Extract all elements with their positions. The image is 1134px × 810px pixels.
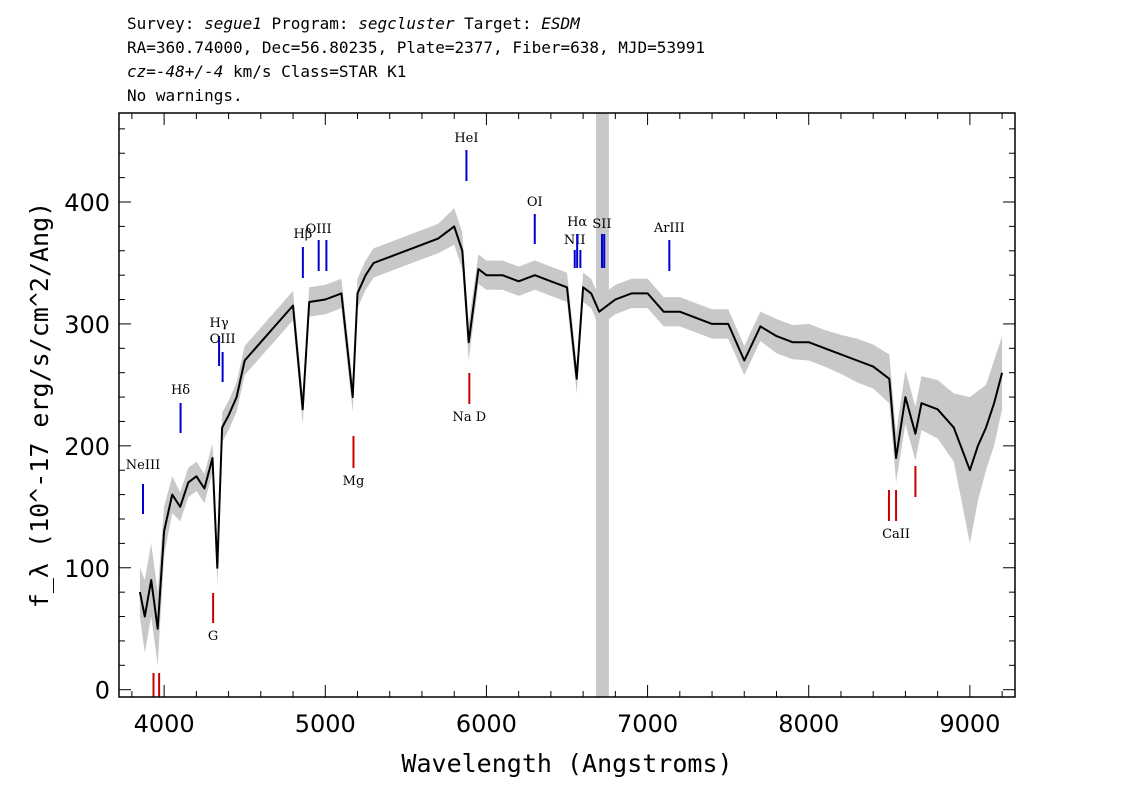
emission-line-label: SII [592,217,611,232]
flux-line-layer [138,225,1004,630]
x-tick-label: 5000 [295,710,356,738]
y-tick-label: 400 [64,189,110,217]
y-tick-label: 100 [64,555,110,583]
survey-name: segue1 [204,14,262,33]
y-tick-label: 200 [64,433,110,461]
emission-line-label: ArIII [653,221,685,236]
emission-line-label: OI [527,195,543,210]
spectrum-header: Survey: segue1 Program: segcluster Targe… [127,12,705,108]
absorption-line-label: CaII [882,527,910,542]
emission-line-label: Hγ [210,316,229,331]
warnings-line: No warnings. [127,86,243,105]
y-tick-label: 300 [64,311,110,339]
redshift-value: cz=-48+/-4 [127,62,224,81]
coordinates-line: RA=360.74000, Dec=56.80235, Plate=2377, … [127,38,705,57]
emission-line-label: OIII [306,222,332,237]
absorption-line-label: Na D [452,410,486,425]
error-band-layer [139,208,1003,666]
emission-line-label: NeIII [126,458,160,473]
flux-line [138,225,1004,630]
masked-region [596,113,609,697]
absorption-line-label: Mg [343,474,365,489]
y-axis-title: f_λ (10^-17 erg/s/cm^2/Ang) [25,202,54,608]
x-tick-label: 4000 [134,710,195,738]
x-tick-label: 8000 [778,710,839,738]
emission-line-label: Hδ [171,383,190,398]
emission-line-label: Hβ [293,227,312,242]
plot-frame [118,112,1016,698]
emission-line-label: Hα [567,215,587,230]
x-tick-label: 6000 [456,710,517,738]
ticks-layer: 4000 5000 6000 7000 8000 9000 0 100 200 300 400 [64,113,1015,738]
emission-line-label: HeI [454,131,478,146]
absorption-line-label: G [208,629,218,644]
program-name: segcluster [358,14,455,33]
x-tick-label: 9000 [939,710,1000,738]
x-axis-title: Wavelength (Angstroms) [401,749,732,778]
target-name: ESDM [541,14,580,33]
masked-region-layer [596,113,609,697]
emission-line-label: OIII [210,332,236,347]
emission-line-label: NII [564,233,586,248]
y-axis-title-text: f_λ (10^-17 erg/s/cm^2/Ang) [25,202,54,608]
error-band [139,208,1003,666]
survey-line: Survey: segue1 Program: segcluster Targe… [127,14,580,33]
redshift-line: cz=-48+/-4 km/s Class=STAR K1 [127,62,407,81]
x-tick-label: 7000 [617,710,678,738]
y-tick-label: 0 [95,677,110,705]
